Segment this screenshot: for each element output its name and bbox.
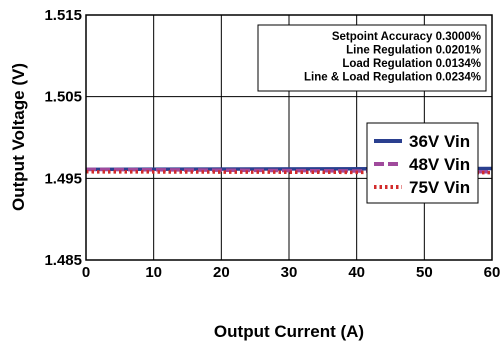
y-tick-label: 1.515 (44, 7, 82, 24)
legend-label: 48V Vin (409, 155, 470, 174)
x-tick-label: 50 (416, 264, 433, 281)
y-axis-label: Output Voltage (V) (9, 63, 28, 211)
x-tick-label: 60 (484, 264, 501, 281)
series-line (85, 170, 493, 175)
annotation-box (257, 24, 487, 92)
x-tick-labels: 0 10 20 30 40 50 60 (82, 264, 501, 281)
legend-label: 36V Vin (409, 132, 470, 151)
legend-box (366, 122, 479, 204)
x-tick-label: 40 (348, 264, 365, 281)
x-tick-label: 20 (213, 264, 230, 281)
y-tick-label: 1.505 (44, 89, 82, 106)
legend-label: 75V Vin (409, 178, 470, 197)
x-tick-label: 10 (145, 264, 162, 281)
plot-frame (85, 14, 493, 261)
y-tick-labels: 1.515 1.505 1.495 1.485 (44, 7, 82, 269)
legend: 36V Vin 48V Vin 75V Vin (374, 132, 470, 197)
annotation-text: Line & Load Regulation 0.0234% (304, 72, 481, 84)
x-tick-label: 0 (82, 264, 90, 281)
y-tick-label: 1.485 (44, 252, 82, 269)
annotation-lines: Setpoint Accuracy 0.3000% Line Regulation… (304, 31, 481, 84)
annotation-text: Load Regulation 0.0134% (342, 58, 481, 70)
x-tick-label: 30 (281, 264, 298, 281)
annotation-text: Setpoint Accuracy 0.3000% (332, 31, 481, 43)
x-axis-label: Output Current (A) (214, 322, 364, 341)
annotation-text: Line Regulation 0.0201% (346, 45, 481, 57)
y-tick-label: 1.495 (44, 170, 82, 187)
